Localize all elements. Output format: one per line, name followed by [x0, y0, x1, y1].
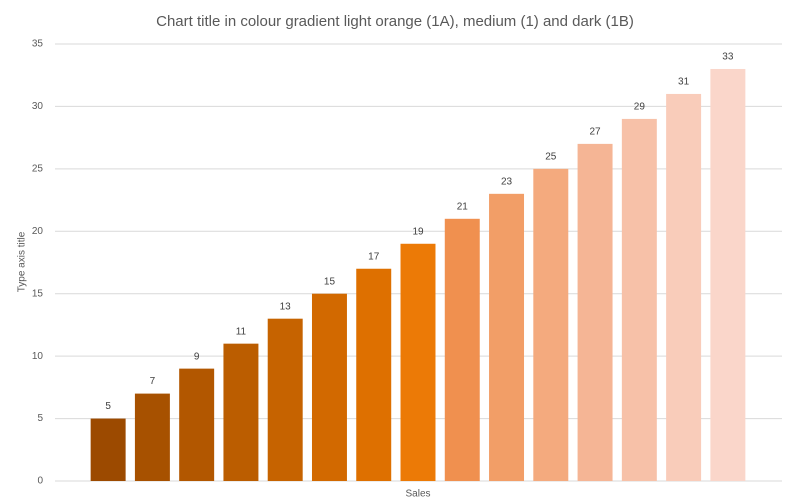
y-tick-label: 5 — [37, 413, 43, 424]
chart-title: Chart title in colour gradient light ora… — [156, 13, 634, 30]
y-tick-label: 20 — [32, 226, 44, 237]
y-tick-label: 35 — [32, 39, 44, 50]
x-axis-title: Sales — [405, 489, 430, 500]
data-label: 31 — [678, 77, 690, 88]
data-label: 9 — [194, 351, 200, 362]
y-tick-label: 30 — [32, 101, 44, 112]
y-tick-label: 0 — [37, 476, 43, 487]
data-label: 13 — [280, 301, 292, 312]
y-tick-label: 10 — [32, 351, 44, 362]
bar — [444, 218, 480, 482]
data-label: 19 — [412, 226, 424, 237]
bar — [577, 143, 613, 481]
y-tick-label: 25 — [32, 163, 44, 174]
bar — [400, 243, 436, 481]
bar — [489, 193, 525, 482]
bar — [666, 93, 702, 481]
bar — [134, 393, 170, 481]
data-label: 11 — [236, 326, 247, 337]
data-label: 33 — [722, 52, 734, 63]
bar — [223, 343, 259, 481]
data-label: 25 — [545, 151, 557, 162]
data-label: 29 — [634, 102, 646, 113]
data-label: 7 — [150, 376, 156, 387]
bar — [356, 268, 392, 481]
data-label: 21 — [457, 201, 469, 212]
y-tick-label: 15 — [32, 288, 44, 299]
data-label: 27 — [590, 127, 602, 138]
bar — [90, 418, 126, 481]
data-label: 15 — [324, 276, 336, 287]
data-label: 17 — [368, 251, 380, 262]
data-label: 5 — [105, 401, 111, 412]
bar — [311, 293, 347, 481]
bar — [533, 168, 569, 481]
bar — [710, 68, 746, 481]
bar — [621, 118, 657, 482]
y-axis-title: Type axis title — [17, 231, 28, 292]
bar — [267, 318, 303, 481]
bar — [179, 368, 215, 481]
data-label: 23 — [501, 176, 513, 187]
